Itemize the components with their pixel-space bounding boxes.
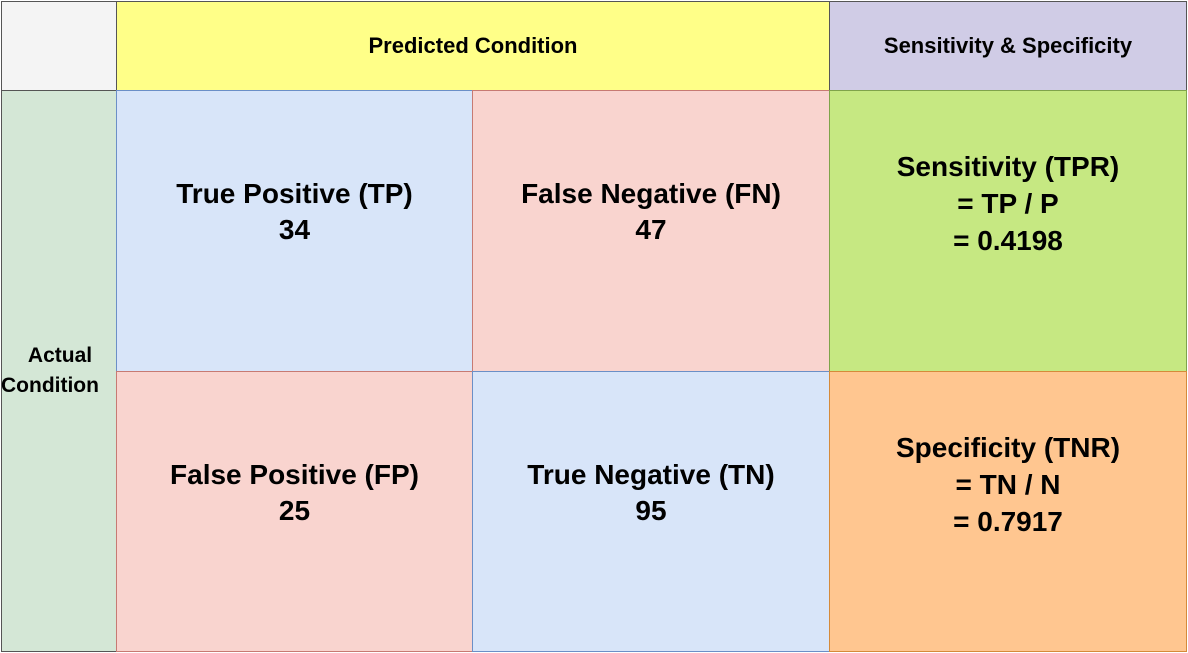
false-positive-cell: False Positive (FP) 25 bbox=[116, 371, 473, 652]
predicted-condition-label: Predicted Condition bbox=[368, 33, 578, 58]
sensitivity-specificity-header: Sensitivity & Specificity bbox=[829, 1, 1187, 91]
sensitivity-specificity-label: Sensitivity & Specificity bbox=[883, 33, 1133, 58]
false-negative-label: False Negative (FN) bbox=[521, 178, 781, 209]
specificity-formula: = TN / N bbox=[955, 468, 1061, 500]
sensitivity-cell: Sensitivity (TPR) = TP / P = 0.4198 bbox=[829, 90, 1187, 372]
sensitivity-formula: = TP / P bbox=[957, 188, 1059, 219]
false-positive-value: 25 bbox=[278, 494, 311, 526]
true-negative-cell: True Negative (TN) 95 bbox=[472, 371, 830, 652]
sensitivity-label: Sensitivity (TPR) bbox=[896, 151, 1120, 182]
false-negative-cell: False Negative (FN) 47 bbox=[472, 90, 830, 372]
specificity-cell: Specificity (TNR) = TN / N = 0.7917 bbox=[829, 371, 1187, 652]
true-positive-label: True Positive (TP) bbox=[176, 178, 413, 209]
specificity-label: Specificity (TNR) bbox=[895, 431, 1121, 463]
false-positive-label: False Positive (FP) bbox=[170, 458, 419, 490]
true-positive-value: 34 bbox=[278, 214, 311, 245]
true-negative-label: True Negative (TN) bbox=[527, 458, 775, 490]
sensitivity-value: = 0.4198 bbox=[953, 225, 1063, 256]
corner-cell bbox=[1, 1, 117, 91]
true-positive-cell: True Positive (TP) 34 bbox=[116, 90, 473, 372]
actual-condition-line1: Actual bbox=[27, 344, 93, 367]
true-negative-value: 95 bbox=[635, 494, 667, 526]
false-negative-value: 47 bbox=[635, 214, 667, 245]
actual-condition-header: Actual Condition bbox=[1, 90, 117, 652]
predicted-condition-header: Predicted Condition bbox=[116, 1, 830, 91]
specificity-value: = 0.7917 bbox=[953, 505, 1063, 537]
actual-condition-line2: Condition bbox=[1, 374, 99, 397]
